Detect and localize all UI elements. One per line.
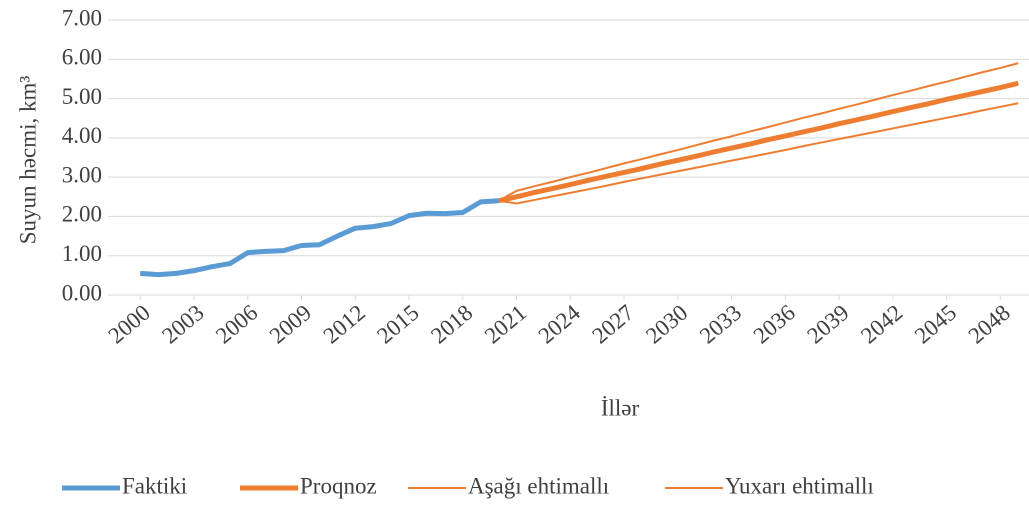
- y-tick-label: 7.00: [62, 5, 102, 30]
- series-line: [498, 80, 1019, 204]
- y-tick-label: 0.00: [62, 280, 102, 305]
- y-tick-label: 1.00: [62, 241, 102, 266]
- x-tick-label: 2000: [104, 300, 155, 349]
- y-tick-label: 4.00: [62, 123, 102, 148]
- y-tick-label: 6.00: [62, 45, 102, 70]
- x-tick-label: 2009: [265, 300, 316, 349]
- legend-label: Proqnoz: [300, 473, 377, 498]
- x-tick-label: 2033: [695, 300, 746, 349]
- x-tick-label: 2027: [587, 300, 638, 349]
- legend-label: Aşağı ehtimallı: [468, 473, 609, 498]
- y-tick-label: 5.00: [62, 84, 102, 109]
- x-tick-label: 2006: [211, 300, 262, 349]
- x-tick-label: 2003: [157, 300, 208, 349]
- x-tick-label: 2024: [534, 299, 586, 348]
- x-tick-label: 2018: [426, 300, 477, 349]
- x-tick-label: 2012: [319, 300, 370, 349]
- x-tick-label: 2048: [964, 300, 1015, 349]
- legend-label: Faktiki: [122, 473, 187, 498]
- x-tick-label: 2045: [910, 300, 961, 349]
- y-axis-title: Suyun həcmi, km³: [15, 76, 40, 245]
- x-tick-label: 2015: [372, 300, 423, 349]
- x-tick-label: 2030: [641, 300, 692, 349]
- x-tick-label: 2042: [856, 300, 907, 349]
- x-tick-label: 2021: [480, 300, 531, 349]
- y-tick-label: 2.00: [62, 202, 102, 227]
- x-axis-title: İllər: [601, 395, 640, 420]
- series-line: [140, 198, 499, 278]
- x-tick-label: 2036: [749, 300, 800, 349]
- legend-label: Yuxarı ehtimallı: [725, 473, 874, 498]
- series-line: [498, 62, 1019, 202]
- y-tick-label: 3.00: [62, 162, 102, 187]
- x-tick-label: 2039: [802, 300, 853, 349]
- series-line: [498, 102, 1019, 205]
